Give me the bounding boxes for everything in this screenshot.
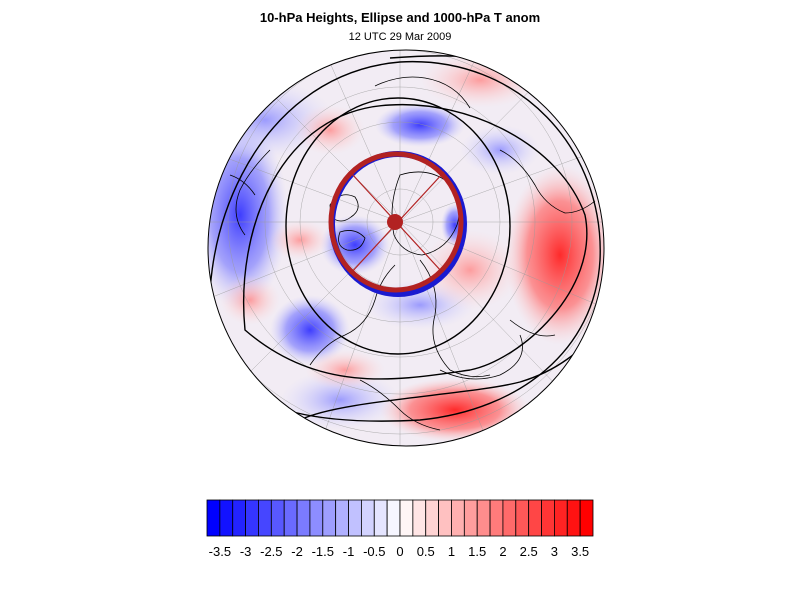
colorbar-bin bbox=[309, 499, 324, 537]
colorbar-bin bbox=[528, 499, 542, 537]
colorbar-bin bbox=[451, 499, 465, 537]
colorbar-tick-label: 1 bbox=[448, 544, 455, 559]
temperature-anomaly-field bbox=[208, 50, 604, 446]
anomaly-warm-far-west bbox=[220, 275, 280, 325]
colorbar-bin bbox=[258, 499, 272, 537]
colorbar-bin bbox=[438, 499, 452, 537]
colorbar-tick-label: 1.5 bbox=[468, 544, 486, 559]
anomaly-warm-west-inner bbox=[270, 220, 330, 260]
colorbar-bin bbox=[566, 499, 581, 537]
colorbar-bin bbox=[515, 499, 530, 537]
colorbar-bin bbox=[502, 499, 517, 537]
colorbar-bin bbox=[386, 499, 401, 537]
anomaly-cold-southwest bbox=[270, 295, 350, 365]
colorbar-bin bbox=[399, 499, 414, 537]
colorbar-bin bbox=[219, 499, 234, 537]
colorbar-bin bbox=[360, 499, 375, 537]
colorbar-bin bbox=[270, 499, 285, 537]
colorbar-bin bbox=[322, 499, 337, 537]
figure-title: 10-hPa Heights, Ellipse and 1000-hPa T a… bbox=[259, 10, 541, 25]
anomaly-warm-east bbox=[505, 165, 604, 345]
colorbar-bin bbox=[232, 499, 247, 537]
colorbar-tick-label: 0 bbox=[396, 544, 403, 559]
colorbar-bin bbox=[541, 499, 555, 537]
colorbar-tick-label: -2 bbox=[291, 544, 303, 559]
colorbar-tick-label: -1 bbox=[343, 544, 355, 559]
colorbar-bin bbox=[348, 499, 362, 537]
anomaly-warm-south bbox=[380, 378, 530, 442]
colorbar-tick-label: 2.5 bbox=[520, 544, 538, 559]
colorbar-bin bbox=[476, 499, 491, 537]
colorbar-bin bbox=[489, 499, 504, 537]
colorbar-bin bbox=[296, 499, 311, 537]
anomaly-warm-north bbox=[420, 52, 540, 108]
colorbar-bin bbox=[425, 499, 440, 537]
colorbar-bin bbox=[463, 499, 478, 537]
anomaly-warm-northwest bbox=[295, 105, 365, 155]
colorbar-tick-label: 3.5 bbox=[571, 544, 589, 559]
colorbar-tick-label: 2 bbox=[499, 544, 506, 559]
colorbar-bin bbox=[373, 499, 388, 537]
colorbar-tick-label: -1.5 bbox=[312, 544, 334, 559]
colorbar-bin bbox=[554, 499, 568, 537]
anomaly-cold-center bbox=[320, 215, 390, 275]
colorbar-bin bbox=[283, 499, 298, 537]
colorbar: -3.5 -3 -2.5 -2 -1.5 -1 -0.5 0 0.5 1 1.5 2 2.5 3 3.5 bbox=[206, 499, 594, 559]
coastlines bbox=[229, 76, 596, 431]
vortex-ellipse bbox=[328, 151, 464, 293]
vortex-center-marker bbox=[387, 214, 403, 230]
anomaly-cold-north bbox=[375, 103, 465, 147]
colorbar-bin bbox=[206, 499, 221, 537]
anomaly-warm-southwest bbox=[305, 350, 385, 390]
colorbar-tick-label: 3 bbox=[551, 544, 558, 559]
colorbar-tick-label: -3.5 bbox=[209, 544, 231, 559]
globe-outline bbox=[207, 49, 605, 447]
figure-subtitle: 12 UTC 29 Mar 2009 bbox=[348, 31, 452, 43]
colorbar-tick-label: 0.5 bbox=[417, 544, 435, 559]
colorbar-bin bbox=[579, 499, 594, 537]
colorbar-bin bbox=[335, 499, 349, 537]
anomaly-warm-center-east bbox=[420, 230, 520, 310]
colorbar-bin bbox=[412, 499, 427, 537]
colorbar-tick-label: -0.5 bbox=[363, 544, 385, 559]
colorbar-tick-label: -3 bbox=[240, 544, 252, 559]
colorbar-tick-label: -2.5 bbox=[260, 544, 282, 559]
colorbar-bin bbox=[245, 499, 259, 537]
